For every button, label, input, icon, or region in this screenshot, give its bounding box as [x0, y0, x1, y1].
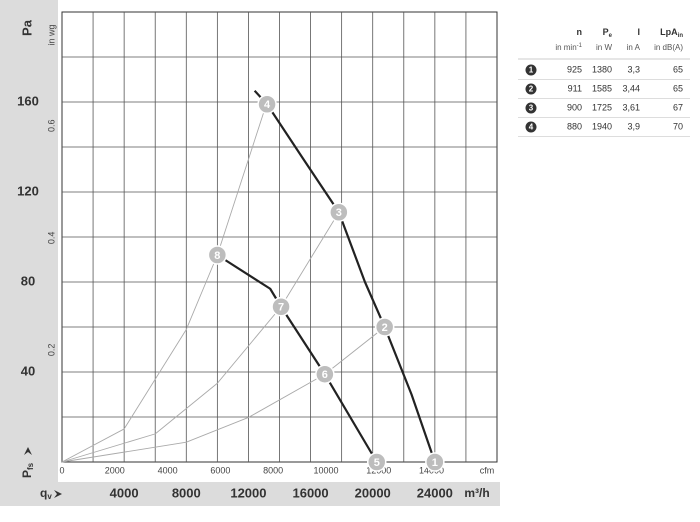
x2-label: cfm	[480, 465, 495, 475]
table-cell: 3,44	[622, 83, 640, 93]
x-label: m³/h	[464, 486, 489, 500]
system-line	[61, 212, 340, 463]
y-tick-label: 80	[21, 273, 35, 288]
point-label: 6	[322, 369, 328, 381]
table-unit-sup: -1	[577, 43, 583, 49]
x-tick-label: 12000	[230, 485, 266, 500]
operating-point	[257, 94, 277, 114]
table-cell: 3,3	[627, 64, 640, 74]
table-unit: in min-1	[555, 43, 582, 53]
table-cell: 1725	[592, 102, 612, 112]
operating-point	[207, 245, 228, 265]
table-cell: 70	[673, 121, 683, 131]
arrow	[24, 447, 32, 455]
fan-curve	[253, 90, 436, 463]
table-unit-main: in A	[627, 43, 641, 52]
point-label: 2	[382, 322, 388, 334]
y-axis-name-main: P	[20, 470, 34, 478]
point-label: 5	[374, 457, 380, 469]
table-header: I	[637, 27, 640, 37]
operating-point	[315, 364, 335, 384]
x2-tick-label: 2000	[105, 465, 125, 475]
table-unit: in A	[627, 43, 641, 52]
y-axis-name-sub: fs	[26, 462, 35, 470]
x-tick-label: 16000	[292, 485, 328, 500]
row-id: 3	[529, 104, 534, 113]
table-cell: 67	[673, 102, 683, 112]
table-header: n	[577, 27, 583, 37]
x-axis-name-main: q	[40, 486, 47, 500]
table-header-main: LpA	[660, 27, 678, 37]
x2-tick-label: 10000	[313, 465, 338, 475]
table-header-sub: e	[609, 33, 613, 39]
table-unit-main: in min	[555, 43, 576, 52]
x2-tick-label: 6000	[210, 465, 230, 475]
table-header: LpAin	[660, 27, 683, 38]
table-header-main: I	[637, 27, 640, 37]
table-cell: 1940	[592, 121, 612, 131]
table-cell: 925	[567, 64, 582, 74]
table-header-main: P	[603, 27, 609, 37]
table-cell: 900	[567, 102, 582, 112]
left-band	[0, 0, 58, 506]
y2-tick-label: 0.4	[46, 232, 56, 245]
table-cell: 911	[568, 83, 582, 93]
point-label: 8	[214, 250, 220, 262]
x-tick-label: 20000	[355, 485, 391, 500]
y2-tick-label: 0.6	[46, 120, 56, 133]
y-axis-name: Pfs	[20, 462, 35, 478]
operating-point	[271, 297, 291, 317]
row-id: 1	[529, 66, 534, 75]
operating-point	[374, 317, 395, 337]
x2-tick-label: 0	[59, 465, 64, 475]
bottom-band	[0, 482, 500, 506]
table-header-main: n	[577, 27, 583, 37]
system-line	[61, 326, 385, 463]
x2-tick-label: 4000	[158, 465, 178, 475]
table-cell: 65	[673, 64, 683, 74]
operating-point	[367, 452, 387, 472]
x2-tick-label: 8000	[263, 465, 283, 475]
point-label: 7	[278, 302, 284, 314]
table-unit-main: in W	[596, 43, 612, 52]
y-tick-label: 120	[17, 183, 39, 198]
table-cell: 1380	[592, 64, 612, 74]
y2-tick-label: 0.2	[46, 344, 56, 357]
arrow	[54, 490, 62, 498]
x-axis-name: qv	[40, 486, 52, 501]
table-cell: 3,9	[627, 121, 640, 131]
point-label: 4	[264, 99, 271, 111]
y2-label: in wg	[46, 24, 56, 45]
point-label: 1	[432, 457, 438, 469]
table-header-sub: in	[678, 33, 684, 39]
row-badge	[525, 83, 537, 95]
x-tick-label: 4000	[110, 485, 139, 500]
table-unit: in W	[596, 43, 612, 52]
table-unit: in dB(A)	[654, 43, 683, 52]
y-label: Pa	[19, 19, 34, 36]
y-tick-label: 160	[17, 93, 39, 108]
x-axis-name-sub: v	[47, 492, 52, 501]
table-cell: 65	[673, 83, 683, 93]
table-cell: 1585	[592, 83, 612, 93]
system-line	[61, 101, 268, 463]
row-id: 4	[529, 123, 534, 132]
row-badge	[525, 121, 537, 133]
table-unit-main: in dB(A)	[654, 43, 683, 52]
y-tick-label: 40	[21, 363, 35, 378]
operating-point	[329, 202, 349, 222]
point-label: 3	[336, 207, 342, 219]
operating-point	[425, 452, 445, 472]
row-id: 2	[529, 85, 534, 94]
x-tick-label: 24000	[417, 485, 453, 500]
table-header: Pe	[603, 27, 613, 38]
table-cell: 3,61	[622, 102, 640, 112]
x-tick-label: 8000	[172, 485, 201, 500]
table-cell: 880	[567, 121, 582, 131]
row-badge	[525, 102, 537, 114]
row-badge	[525, 64, 537, 76]
